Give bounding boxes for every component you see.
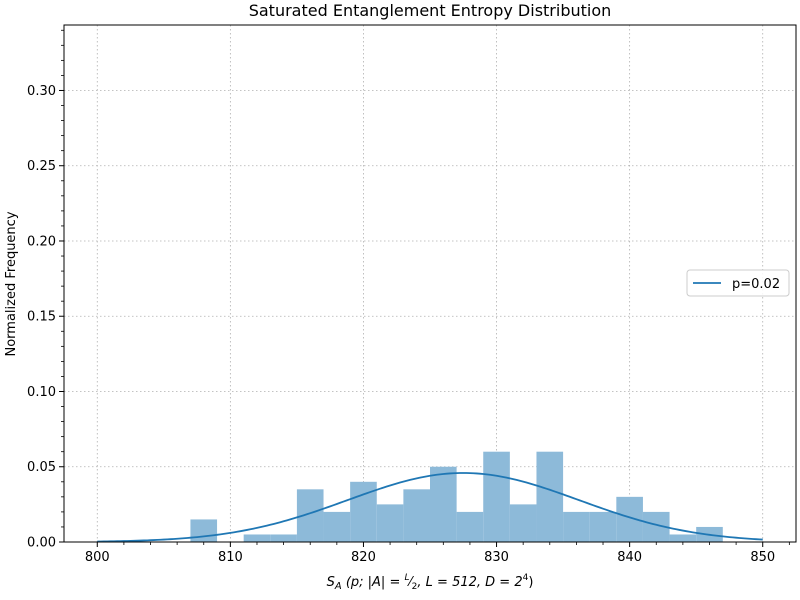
y-tick-label: 0.10: [27, 385, 56, 400]
y-tick-label: 0.15: [27, 310, 56, 325]
y-tick-label: 0.25: [27, 159, 56, 174]
y-tick-label: 0.20: [27, 234, 56, 249]
x-tick-label: 830: [484, 550, 509, 565]
histogram-bar: [563, 511, 590, 542]
x-axis-label-var: S: [327, 575, 335, 590]
histogram-bar: [669, 534, 697, 542]
chart-title: Saturated Entanglement Entropy Distribut…: [249, 1, 612, 20]
x-axis-label-frac-num: L: [404, 573, 409, 583]
histogram-bar: [403, 489, 430, 542]
x-tick-label: 810: [218, 550, 243, 565]
histogram-bar: [430, 466, 457, 542]
x-tick-label: 840: [617, 550, 642, 565]
y-tick-label: 0.05: [27, 460, 56, 475]
y-tick-label: 0.30: [27, 84, 56, 99]
y-axis-ticks: 0.00 0.05 0.10 0.15 0.20 0.25 0.30: [27, 29, 64, 551]
series-line-p-0-02: [97, 472, 763, 543]
x-axis-label: SA (p; |A| = L⁄2, L = 512, D = 24): [327, 573, 534, 592]
legend: p=0.02: [686, 269, 790, 297]
histogram-bar: [589, 511, 617, 542]
legend-box: [686, 269, 790, 297]
histogram-bar: [456, 511, 484, 542]
x-axis-label-sub: A: [334, 581, 342, 592]
histogram-bar: [376, 504, 404, 542]
legend-label: p=0.02: [732, 277, 780, 292]
fitted-curve: [97, 472, 763, 543]
histogram-bar: [483, 451, 510, 542]
x-tick-label: 800: [85, 550, 110, 565]
x-axis-label-close: ): [528, 575, 533, 590]
histogram-bar: [243, 534, 271, 542]
x-axis-label-rest: , L = 512, D = 2: [417, 575, 522, 590]
x-axis-ticks: 800 810 820 830 840 850: [85, 542, 790, 565]
histogram-bar: [190, 519, 218, 542]
histogram-bar: [270, 534, 297, 542]
svg-text:SA (p; |A| = L⁄2, L = 512, D =: SA (p; |A| = L⁄2, L = 512, D = 24): [327, 573, 534, 592]
x-axis-label-frac-den: 2: [412, 582, 418, 592]
histogram-bar: [536, 451, 564, 542]
x-axis-label-args: (p; |A| =: [346, 575, 405, 590]
y-axis-label: Normalized Frequency: [4, 211, 19, 356]
x-axis-label-sup: 4: [523, 573, 529, 583]
plot-frame: [63, 24, 797, 543]
histogram-bar: [509, 504, 537, 542]
x-tick-label: 820: [351, 550, 376, 565]
x-tick-label: 850: [750, 550, 775, 565]
y-tick-label: 0.00: [27, 536, 56, 551]
histogram-bar: [323, 511, 351, 542]
